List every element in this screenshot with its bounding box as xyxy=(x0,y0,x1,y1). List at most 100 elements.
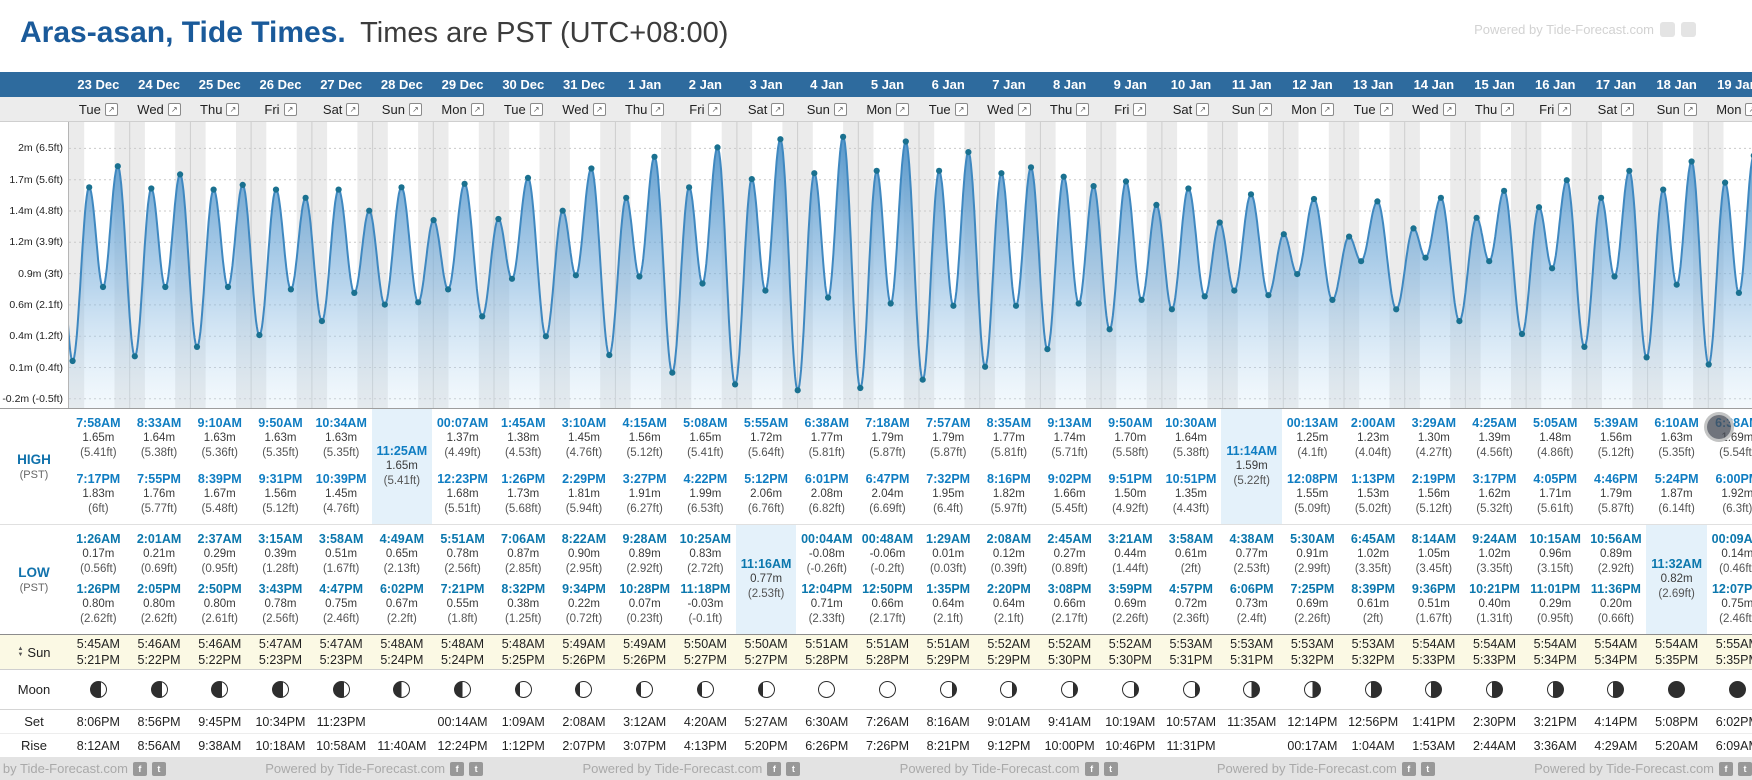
expand-icon[interactable]: ↗ xyxy=(1133,102,1147,116)
expand-icon[interactable]: ↗ xyxy=(592,102,606,116)
date-header[interactable]: 30 Dec xyxy=(502,77,545,92)
date-header[interactable]: 4 Jan xyxy=(810,77,844,92)
expand-icon[interactable]: ↗ xyxy=(1017,102,1031,116)
low-tide-time: 6:02PM xyxy=(379,582,424,596)
expand-icon[interactable]: ↗ xyxy=(833,102,847,116)
facebook-icon[interactable]: f xyxy=(132,761,147,776)
date-header[interactable]: 6 Jan xyxy=(931,77,965,92)
date-header[interactable]: 27 Dec xyxy=(320,77,363,92)
expand-icon[interactable]: ↗ xyxy=(1501,102,1515,116)
twitter-icon[interactable]: t xyxy=(1738,761,1752,776)
weekday-cell: Mon ↗ xyxy=(857,97,918,121)
date-header[interactable]: 10 Jan xyxy=(1170,77,1212,92)
date-header[interactable]: 19 Jan xyxy=(1717,77,1752,92)
twitter-icon[interactable]: t xyxy=(1103,761,1118,776)
tide-extreme-dot xyxy=(69,357,76,365)
twitter-icon[interactable]: t xyxy=(151,761,166,776)
floating-button[interactable] xyxy=(1704,412,1734,442)
date-header[interactable]: 24 Dec xyxy=(138,77,181,92)
high-tide-height-m: 1.25m xyxy=(1296,432,1329,444)
twitter-icon[interactable]: t xyxy=(1420,761,1435,776)
expand-icon[interactable]: ↗ xyxy=(1745,102,1752,116)
date-header[interactable]: 12 Jan xyxy=(1292,77,1333,92)
date-header[interactable]: 23 Dec xyxy=(77,77,120,92)
twitter-icon[interactable]: t xyxy=(786,761,801,776)
date-header[interactable]: 8 Jan xyxy=(1052,77,1087,92)
expand-icon[interactable]: ↗ xyxy=(167,102,181,116)
facebook-icon[interactable]: f xyxy=(1719,761,1733,776)
date-header[interactable]: 18 Jan xyxy=(1656,77,1697,92)
tide-extreme-dot xyxy=(559,207,566,214)
low-tide-height-ft: (3.15ft) xyxy=(1537,563,1574,575)
expand-icon[interactable]: ↗ xyxy=(529,102,543,116)
date-header[interactable]: 5 Jan xyxy=(870,77,905,92)
expand-icon[interactable]: ↗ xyxy=(954,102,968,116)
expand-icon[interactable]: ↗ xyxy=(346,102,360,116)
date-header[interactable]: 14 Jan xyxy=(1413,77,1455,92)
facebook-icon[interactable] xyxy=(1660,22,1675,37)
expand-icon[interactable]: ↗ xyxy=(771,102,785,116)
low-tide-height-m: 0.75m xyxy=(325,598,358,610)
facebook-icon[interactable]: f xyxy=(767,761,782,776)
low-tide-height-ft: (1.67ft) xyxy=(322,563,360,575)
twitter-icon[interactable] xyxy=(1681,22,1696,37)
tide-extreme-dot xyxy=(1688,158,1695,165)
expand-icon[interactable]: ↗ xyxy=(1076,102,1090,116)
low-tide-height-m: 0.44m xyxy=(1114,548,1147,560)
weekday-cell: Fri ↗ xyxy=(675,97,736,121)
date-header[interactable]: 15 Jan xyxy=(1474,77,1515,92)
expand-icon[interactable]: ↗ xyxy=(283,102,297,116)
tide-extreme-dot xyxy=(508,275,516,282)
sunset-time: 5:27PM xyxy=(744,653,788,667)
tide-extreme-dot xyxy=(1549,265,1556,272)
date-header[interactable]: 13 Jan xyxy=(1352,77,1394,92)
moon-cell xyxy=(129,670,190,709)
sunrise-time: 5:47AM xyxy=(258,637,302,651)
expand-icon[interactable]: ↗ xyxy=(1320,102,1334,116)
high-tide-height-m: 1.39m xyxy=(1478,432,1511,444)
high-tide-height-ft: (4.1ft) xyxy=(1297,447,1328,459)
date-header[interactable]: 28 Dec xyxy=(380,77,423,92)
expand-icon[interactable]: ↗ xyxy=(651,102,665,116)
facebook-icon[interactable]: f xyxy=(450,761,465,776)
expand-icon[interactable]: ↗ xyxy=(1442,102,1456,116)
moonset-time: 00:14AM xyxy=(437,714,488,729)
twitter-icon[interactable]: t xyxy=(469,761,484,776)
low-tide-entry: 4:49AM 0.65m (2.13ft) xyxy=(372,532,433,577)
date-header[interactable]: 7 Jan xyxy=(992,77,1026,92)
moonrise-time: 1:12PM xyxy=(501,738,545,753)
expand-icon[interactable]: ↗ xyxy=(1258,102,1272,116)
expand-icon[interactable]: ↗ xyxy=(708,102,722,116)
high-tide-entry: 12:08PM 1.55m (5.09ft) xyxy=(1282,472,1343,517)
date-header[interactable]: 11 Jan xyxy=(1231,77,1272,92)
sun-row-label[interactable]: ▲ ▼ Sun xyxy=(0,635,68,669)
facebook-icon[interactable]: f xyxy=(1084,761,1099,776)
weekday-cell: Mon ↗ xyxy=(1282,97,1343,121)
date-header[interactable]: 2 Jan xyxy=(688,77,722,92)
date-header[interactable]: 26 Dec xyxy=(259,77,302,92)
date-header[interactable]: 17 Jan xyxy=(1595,77,1637,92)
date-header[interactable]: 9 Jan xyxy=(1113,77,1147,92)
expand-icon[interactable]: ↗ xyxy=(1621,102,1635,116)
watermark: Powered by Tide-Forecast.com xyxy=(1474,22,1696,37)
date-header[interactable]: 29 Dec xyxy=(441,77,484,92)
expand-icon[interactable]: ↗ xyxy=(1196,102,1210,116)
date-header[interactable]: 25 Dec xyxy=(198,77,241,92)
expand-icon[interactable]: ↗ xyxy=(470,102,484,116)
expand-icon[interactable]: ↗ xyxy=(104,102,118,116)
expand-icon[interactable]: ↗ xyxy=(1558,102,1572,116)
facebook-icon[interactable]: f xyxy=(1401,761,1416,776)
date-header[interactable]: 3 Jan xyxy=(749,77,783,92)
date-header[interactable]: 16 Jan xyxy=(1534,77,1576,92)
expand-icon[interactable]: ↗ xyxy=(226,102,240,116)
expand-icon[interactable]: ↗ xyxy=(895,102,909,116)
expand-icon[interactable]: ↗ xyxy=(1683,102,1697,116)
moon-phase-icon xyxy=(89,681,107,698)
expand-icon[interactable]: ↗ xyxy=(408,102,422,116)
moon-cell xyxy=(250,670,311,709)
date-header[interactable]: 1 Jan xyxy=(628,77,662,92)
tide-extreme-dot xyxy=(1598,194,1605,201)
expand-icon[interactable]: ↗ xyxy=(1379,102,1393,116)
date-header[interactable]: 31 Dec xyxy=(563,77,605,92)
